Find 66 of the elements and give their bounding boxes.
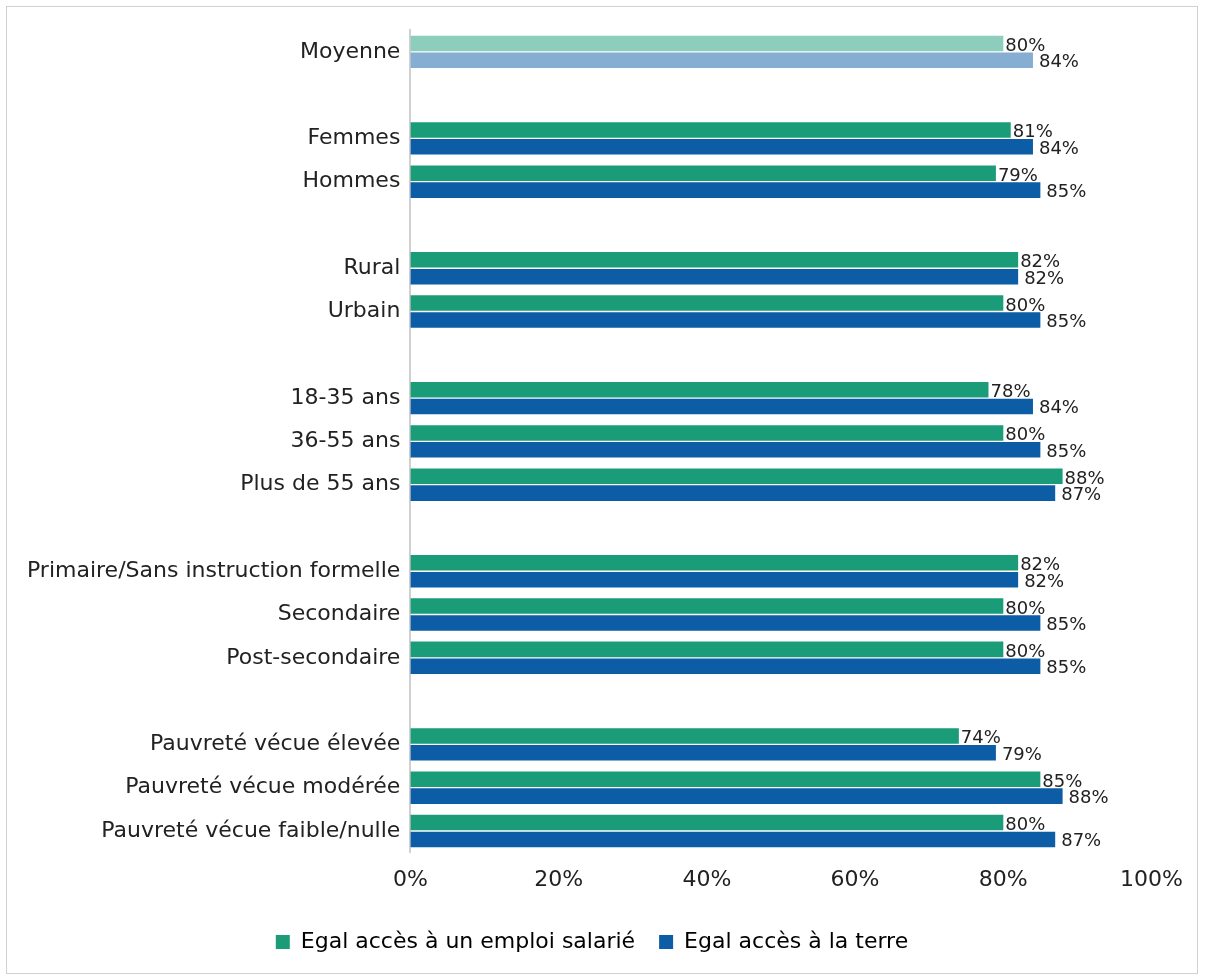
x-tick-label: 80%	[978, 865, 1028, 891]
y-tick-label: Post-secondaire	[226, 643, 401, 669]
y-tick-label: 18-35 ans	[290, 383, 401, 409]
y-tick-label: Plus de 55 ans	[240, 470, 401, 496]
y-tick-label: Urbain	[327, 297, 401, 323]
bar	[410, 485, 1056, 501]
bar	[410, 658, 1041, 675]
legend-label: Egal accès à la terre	[684, 927, 909, 953]
y-tick-label: Hommes	[302, 167, 401, 193]
bar	[410, 381, 989, 398]
bar	[410, 425, 1004, 441]
bar	[410, 122, 1011, 138]
bar	[410, 598, 1004, 614]
x-tick-label: 20%	[534, 865, 584, 891]
legend-label: Egal accès à un emploi salarié	[300, 927, 636, 953]
bar	[410, 165, 996, 182]
data-label: 84%	[1038, 396, 1079, 418]
bar	[410, 312, 1041, 328]
y-tick-label: Pauvreté vécue élevée	[149, 730, 401, 756]
y-tick-label: Rural	[343, 253, 401, 279]
y-tick-label: Primaire/Sans instruction formelle	[26, 556, 401, 582]
data-label: 85%	[1046, 439, 1087, 461]
bar	[410, 252, 1019, 268]
data-label: 80%	[1005, 812, 1046, 834]
y-tick-label: Moyenne	[299, 37, 401, 63]
bar	[410, 771, 1041, 787]
bar	[410, 555, 1019, 571]
y-tick-label: Femmes	[307, 124, 401, 150]
bar	[410, 295, 1004, 311]
data-label: 85%	[1046, 309, 1087, 331]
data-label: 80%	[1005, 423, 1046, 445]
y-tick-label: Pauvreté vécue modérée	[125, 773, 401, 799]
bar	[410, 139, 1033, 155]
x-tick-label: 0%	[392, 865, 428, 891]
bar	[410, 728, 959, 744]
bar	[410, 745, 996, 761]
x-tick-label: 100%	[1120, 865, 1184, 891]
data-label: 80%	[1005, 596, 1046, 618]
data-label: 85%	[1046, 656, 1087, 678]
y-tick-label: Pauvreté vécue faible/nulle	[101, 816, 401, 842]
bar	[410, 831, 1056, 848]
data-label: 74%	[960, 726, 1001, 748]
data-label: 80%	[1005, 639, 1046, 661]
data-label: 79%	[1001, 742, 1042, 764]
bar	[410, 52, 1033, 69]
bar	[410, 182, 1041, 198]
bar	[410, 268, 1019, 285]
x-tick-label: 40%	[682, 865, 732, 891]
bar	[410, 814, 1004, 831]
bar	[410, 788, 1063, 804]
y-tick-label: 36-55 ans	[290, 427, 401, 453]
bar	[410, 442, 1041, 458]
y-tick-label: Secondaire	[277, 600, 401, 626]
bar	[410, 468, 1063, 485]
bar	[410, 571, 1019, 588]
data-label: 79%	[997, 163, 1038, 185]
data-label: 80%	[1005, 293, 1046, 315]
bar	[410, 398, 1033, 415]
data-label: 78%	[990, 380, 1031, 402]
bar	[410, 35, 1004, 52]
bar	[410, 615, 1041, 631]
bar	[410, 641, 1004, 658]
data-label: 85%	[1046, 180, 1087, 202]
data-label: 87%	[1061, 829, 1102, 851]
data-label: 85%	[1046, 612, 1087, 634]
x-tick-label: 60%	[830, 865, 880, 891]
